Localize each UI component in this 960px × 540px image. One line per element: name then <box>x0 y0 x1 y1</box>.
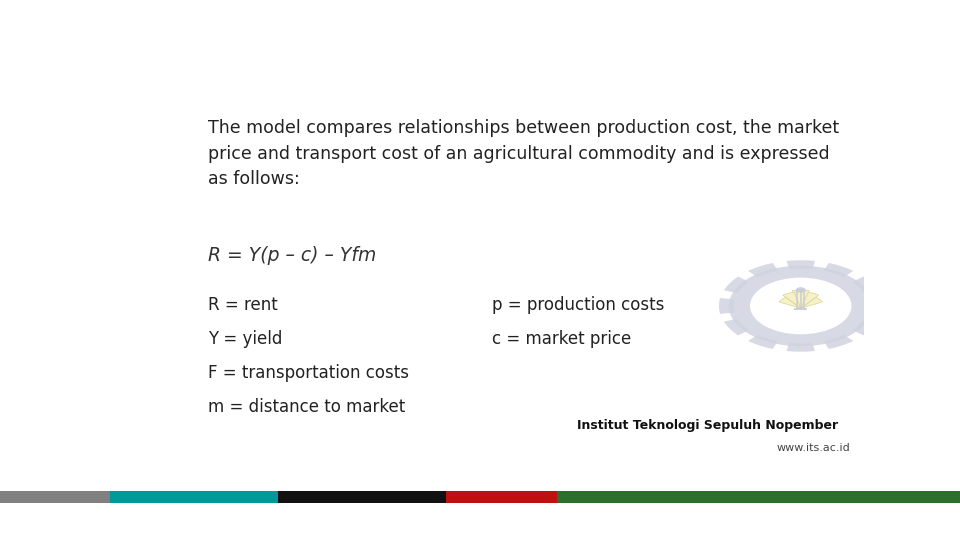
Text: R = Y(p – c) – Yfm: R = Y(p – c) – Yfm <box>207 246 376 265</box>
Circle shape <box>750 278 852 334</box>
Text: p = production costs: p = production costs <box>492 295 664 314</box>
Text: www.its.ac.id: www.its.ac.id <box>777 443 851 453</box>
Wedge shape <box>786 260 815 269</box>
Text: R = rent: R = rent <box>207 295 277 314</box>
Text: The model compares relationships between production cost, the market
price and t: The model compares relationships between… <box>207 119 839 188</box>
Wedge shape <box>779 298 801 308</box>
Wedge shape <box>748 335 778 349</box>
Wedge shape <box>852 276 877 293</box>
Wedge shape <box>801 298 823 308</box>
Wedge shape <box>724 319 750 335</box>
Wedge shape <box>786 343 815 352</box>
Text: F = transportation costs: F = transportation costs <box>207 364 409 382</box>
Wedge shape <box>782 292 801 308</box>
Wedge shape <box>724 276 750 293</box>
Wedge shape <box>824 335 853 349</box>
Wedge shape <box>719 298 734 314</box>
Text: c = market price: c = market price <box>492 329 632 348</box>
Wedge shape <box>824 263 853 277</box>
Wedge shape <box>748 263 778 277</box>
Wedge shape <box>801 292 819 308</box>
Wedge shape <box>867 298 882 314</box>
Text: Y = yield: Y = yield <box>207 329 282 348</box>
Text: Institut Teknologi Sepuluh Nopember: Institut Teknologi Sepuluh Nopember <box>577 419 838 432</box>
Wedge shape <box>852 319 877 335</box>
FancyBboxPatch shape <box>794 308 807 309</box>
Circle shape <box>729 266 873 346</box>
Wedge shape <box>792 290 809 308</box>
Text: m = distance to market: m = distance to market <box>207 398 405 416</box>
Circle shape <box>796 287 805 293</box>
